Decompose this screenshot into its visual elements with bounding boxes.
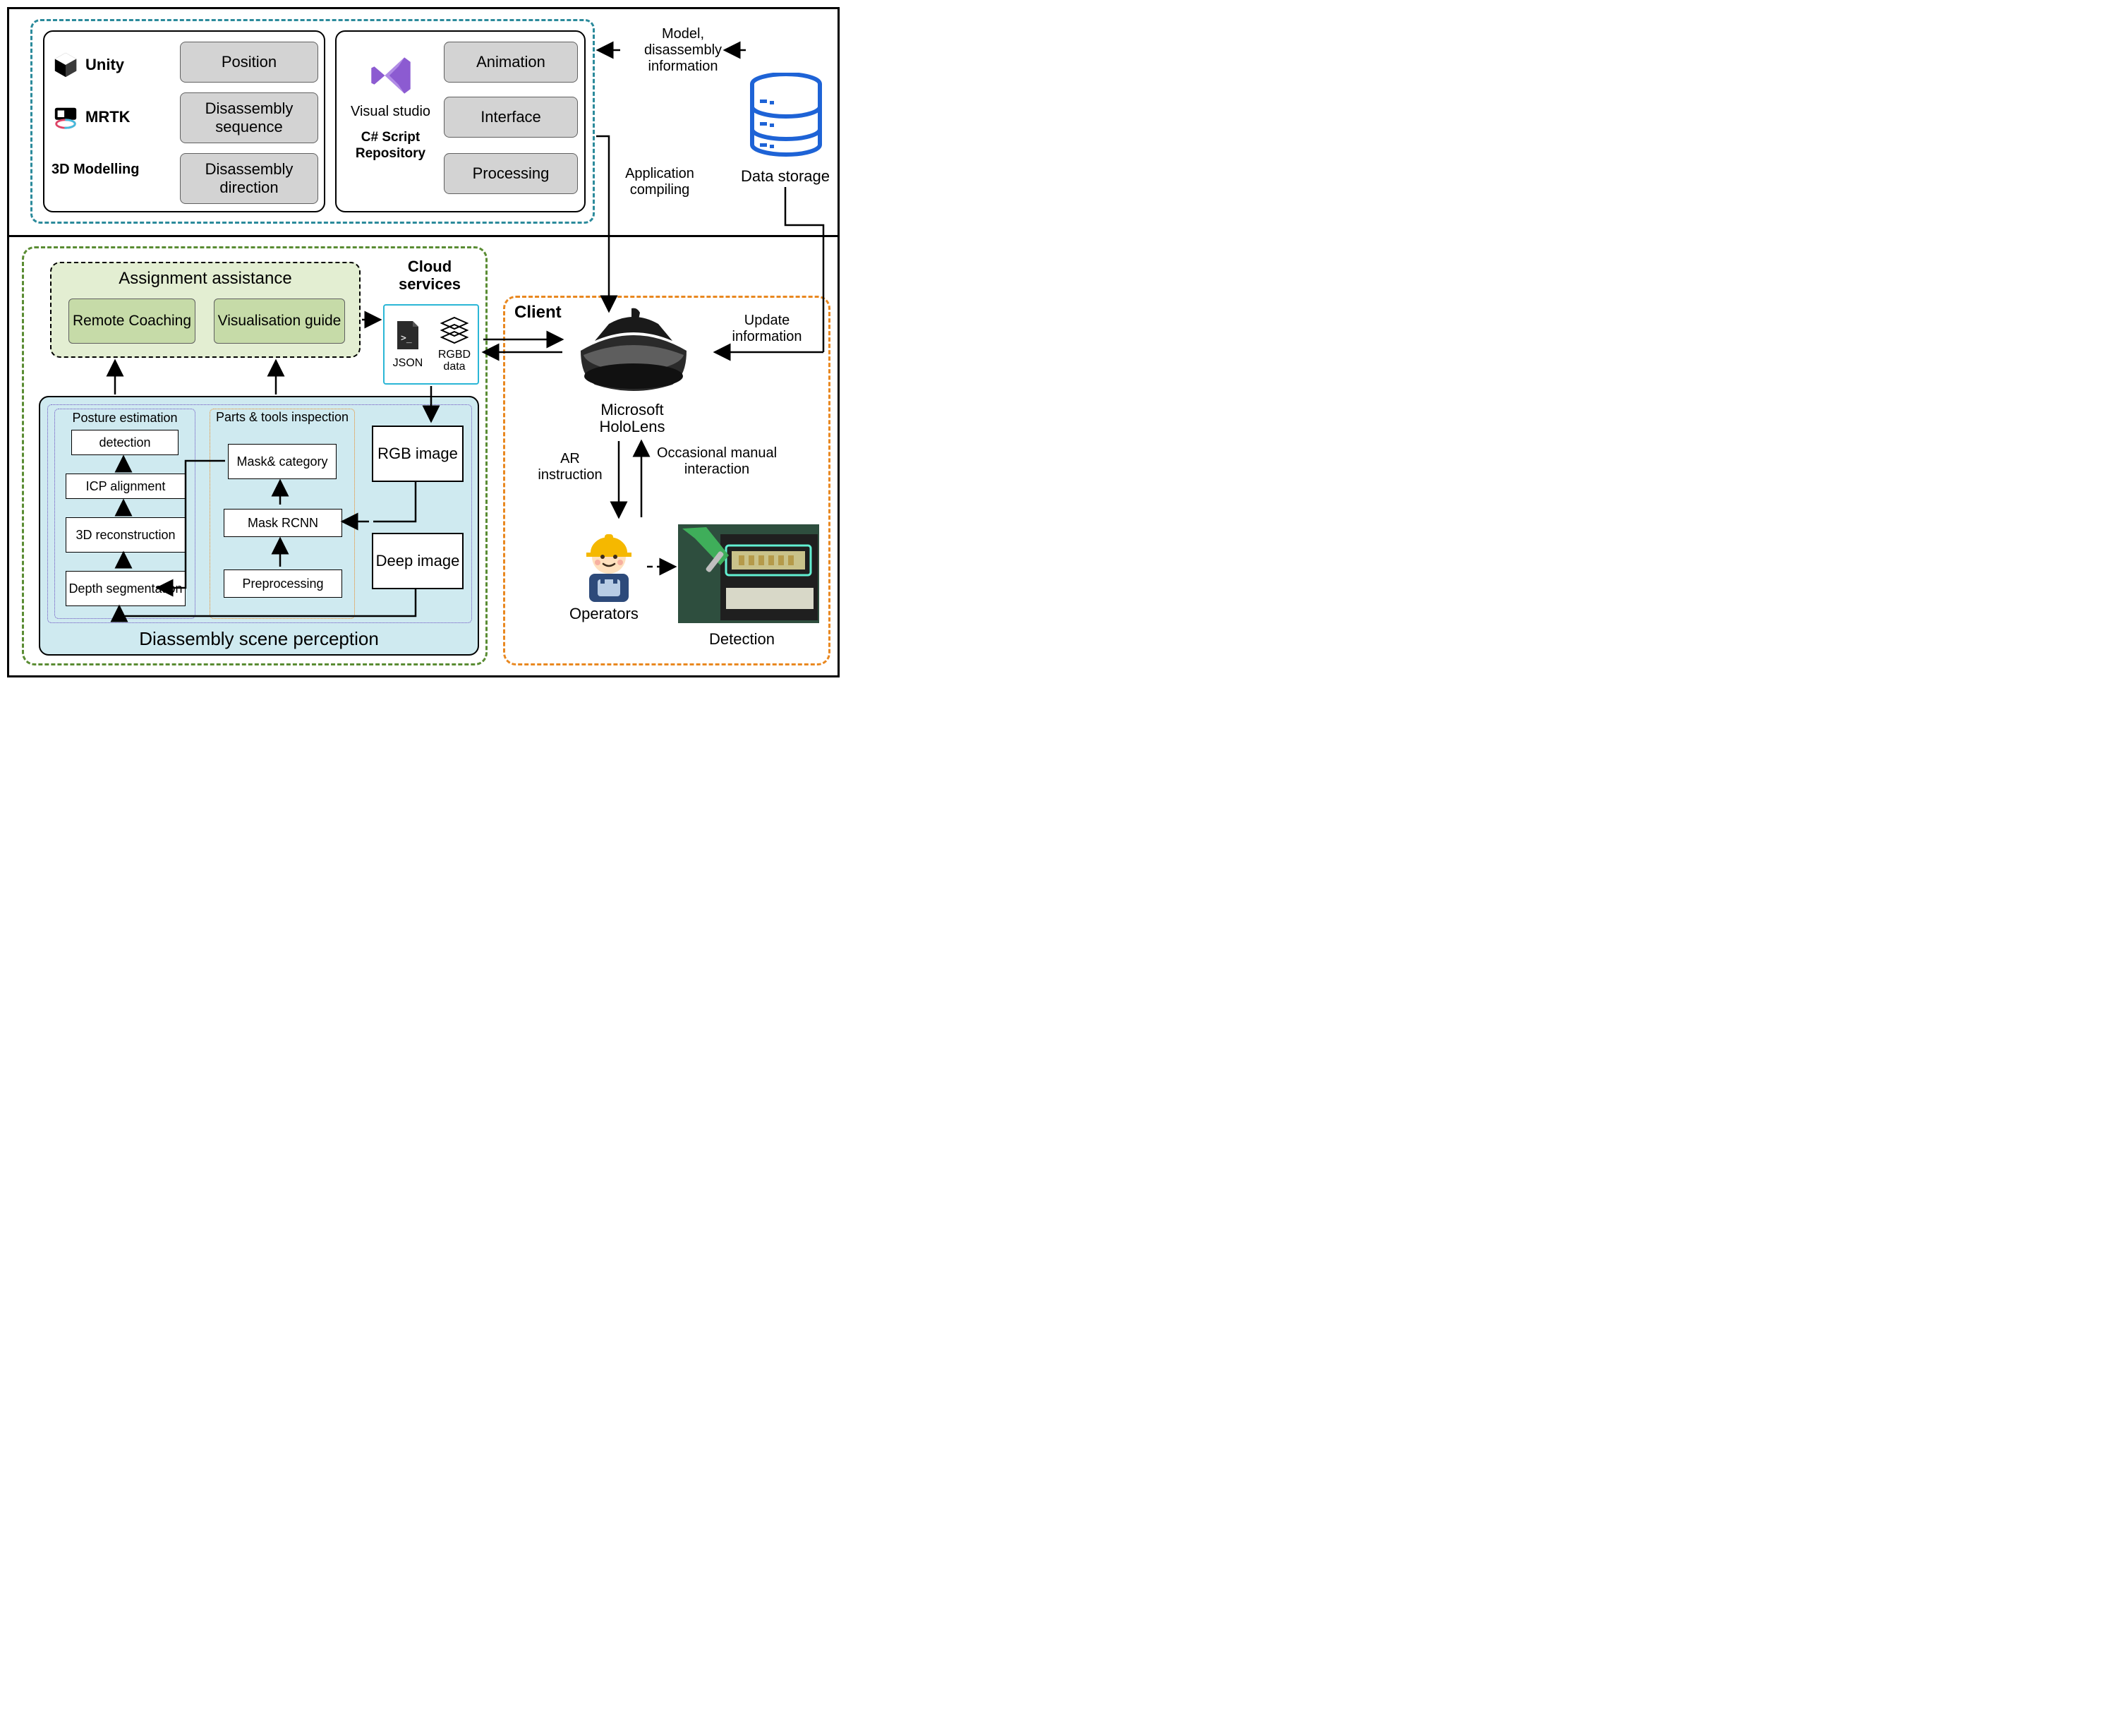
mrtk-label: MRTK [85,108,131,126]
visualisation-guide-pill: Visualisation guide [214,299,345,344]
ar-instruction-label: AR instruction [531,451,609,483]
parts-title: Parts & tools inspection [210,411,354,424]
cell-mask-rcnn: Mask RCNN [224,509,342,537]
json-label: JSON [393,357,423,370]
vs-name: Visual studio [346,104,435,120]
cell-preprocessing: Preprocessing [224,569,342,598]
pill-animation: Animation [444,42,578,83]
pill-position: Position [180,42,318,83]
vs-label-column: Visual studio C# Script Repository [346,53,435,162]
cell-detection: detection [71,430,179,455]
assignment-assistance-panel: Assignment assistance Remote Coaching Vi… [50,262,361,358]
visual-studio-box: Visual studio C# Script Repository Anima… [335,30,586,212]
manual-interaction-label: Occasional manual interaction [650,445,784,478]
hololens-label: Microsoft HoloLens [579,402,685,435]
visual-studio-icon [346,53,435,102]
pill-interface: Interface [444,97,578,138]
cell-rgb-image: RGB image [372,426,464,482]
cell-icp: ICP alignment [66,474,186,499]
hololens-icon [567,306,701,401]
cell-reconstruction: 3D reconstruction [66,517,186,553]
compiling-label: Application compiling [610,166,709,198]
pill-processing: Processing [444,153,578,194]
perception-panel: Diassembly scene perception Posture esti… [39,396,479,656]
cell-deep-image: Deep image [372,533,464,589]
cell-mask-category: Mask& category [228,444,337,479]
cell-depth-seg: Depth segmentation [66,571,186,606]
vs-repo-label: C# Script Repository [346,130,435,162]
unity-label-column: Unity MRTK 3D Modelling [52,46,173,203]
remote-coaching-pill: Remote Coaching [68,299,195,344]
perception-title: Diassembly scene perception [40,628,478,650]
posture-title: Posture estimation [55,411,195,426]
rgbd-label: RGBD data [431,349,478,373]
pill-disassembly-direction: Disassembly direction [180,153,318,204]
operators-label: Operators [569,605,639,623]
cloud-title: Cloud services [380,258,479,294]
diagram-root: Unity MRTK 3D Modelling Position Disasse… [7,7,840,677]
unity-box: Unity MRTK 3D Modelling Position Disasse… [43,30,325,212]
unity-label: Unity [85,56,124,74]
unity-icon [52,51,80,79]
json-icon: >_ [394,320,421,354]
horizontal-divider [9,235,838,237]
client-title: Client [514,303,562,323]
assist-title: Assignment assistance [52,269,359,289]
layers-icon [439,316,470,348]
cloud-services-box: >_ JSON RGBD data [383,304,479,385]
database-icon [747,73,825,168]
mrtk-icon [52,103,80,131]
modelling-label: 3D Modelling [52,162,139,178]
pill-disassembly-sequence: Disassembly sequence [180,92,318,143]
operator-icon [574,522,644,607]
model-info-label: Model, disassembly information [623,26,743,75]
svg-text:>_: >_ [401,333,412,344]
detection-image [678,524,819,623]
storage-label: Data storage [736,167,835,186]
detection-label: Detection [709,630,775,649]
